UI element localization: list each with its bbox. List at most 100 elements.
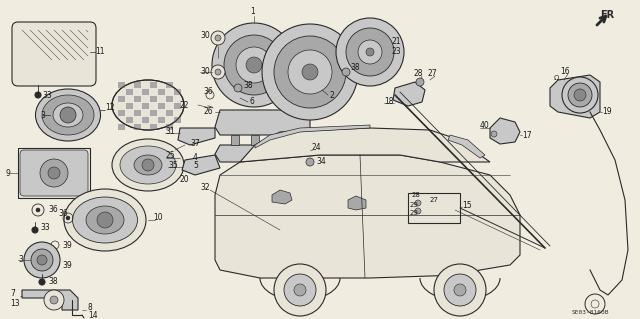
Text: 19: 19 (602, 108, 612, 116)
Text: 27: 27 (430, 197, 439, 203)
Bar (166, 124, 173, 130)
Text: 17: 17 (522, 130, 532, 139)
Text: 40: 40 (480, 122, 490, 130)
Circle shape (97, 212, 113, 228)
Ellipse shape (112, 139, 184, 191)
Circle shape (215, 69, 221, 75)
Circle shape (294, 284, 306, 296)
Text: 20: 20 (180, 175, 189, 184)
Bar (166, 96, 173, 102)
Polygon shape (348, 196, 366, 210)
Polygon shape (18, 148, 90, 198)
Text: 39: 39 (62, 241, 72, 249)
Bar (158, 117, 165, 123)
Text: 18: 18 (384, 98, 394, 107)
Circle shape (415, 208, 421, 214)
Polygon shape (182, 155, 220, 175)
Polygon shape (215, 145, 310, 162)
Text: 8: 8 (88, 303, 93, 313)
Text: 33: 33 (40, 224, 50, 233)
Text: 25: 25 (166, 151, 175, 160)
Text: 1: 1 (250, 8, 255, 17)
Circle shape (568, 83, 592, 107)
Ellipse shape (86, 206, 124, 234)
Text: 16: 16 (560, 68, 570, 77)
Text: 27: 27 (428, 70, 438, 78)
Text: 4: 4 (193, 153, 198, 162)
Bar (408, 193, 460, 223)
Text: 32: 32 (200, 183, 210, 192)
Bar (174, 117, 181, 123)
Ellipse shape (53, 103, 83, 127)
Circle shape (491, 131, 497, 137)
Bar (142, 103, 149, 109)
Circle shape (211, 31, 225, 45)
Bar (150, 82, 157, 88)
Circle shape (274, 36, 346, 108)
Text: Ω: Ω (554, 75, 559, 81)
Text: 36: 36 (203, 86, 212, 95)
Bar (291, 135, 299, 145)
Circle shape (36, 208, 40, 212)
Text: 28: 28 (412, 192, 421, 198)
Circle shape (415, 200, 421, 206)
Circle shape (39, 279, 45, 285)
Text: 15: 15 (462, 201, 472, 210)
Bar (166, 110, 173, 116)
Bar (134, 82, 141, 88)
Text: 38: 38 (350, 63, 360, 72)
Bar (126, 103, 133, 109)
Text: 14: 14 (88, 311, 98, 319)
Circle shape (44, 290, 64, 310)
Circle shape (236, 47, 272, 83)
Polygon shape (178, 128, 215, 145)
Polygon shape (215, 110, 310, 135)
Polygon shape (448, 135, 485, 158)
Circle shape (50, 296, 58, 304)
Bar (118, 82, 125, 88)
Text: 38: 38 (48, 278, 58, 286)
Circle shape (444, 274, 476, 306)
Bar (118, 96, 125, 102)
Circle shape (262, 24, 358, 120)
Circle shape (60, 107, 76, 123)
Text: 36: 36 (48, 204, 58, 213)
Circle shape (224, 35, 284, 95)
Circle shape (37, 255, 47, 265)
Text: 37: 37 (190, 138, 200, 147)
Text: 29: 29 (410, 210, 419, 216)
Circle shape (35, 92, 41, 98)
Text: 34: 34 (316, 158, 326, 167)
Ellipse shape (112, 80, 184, 130)
Text: 5: 5 (193, 161, 198, 170)
Circle shape (416, 78, 424, 86)
Polygon shape (490, 118, 520, 144)
Polygon shape (240, 128, 490, 162)
Text: 33: 33 (42, 91, 52, 100)
Text: 13: 13 (10, 299, 20, 308)
Circle shape (215, 35, 221, 41)
Circle shape (246, 57, 262, 73)
Text: 26: 26 (204, 108, 214, 116)
FancyBboxPatch shape (12, 22, 96, 86)
Text: 10: 10 (153, 213, 163, 222)
Bar (174, 89, 181, 95)
Text: 36: 36 (58, 209, 68, 218)
Circle shape (454, 284, 466, 296)
Circle shape (342, 68, 350, 76)
Text: 38: 38 (243, 80, 253, 90)
Text: 12: 12 (105, 103, 115, 113)
Circle shape (336, 18, 404, 86)
Circle shape (48, 167, 60, 179)
Circle shape (66, 216, 70, 220)
Bar (271, 135, 279, 145)
Circle shape (212, 23, 296, 107)
FancyBboxPatch shape (20, 150, 88, 196)
Text: SE03-8160B: SE03-8160B (572, 309, 609, 315)
Circle shape (574, 89, 586, 101)
Circle shape (434, 264, 486, 316)
Polygon shape (550, 75, 600, 118)
Bar (118, 110, 125, 116)
Ellipse shape (35, 89, 100, 141)
Bar (150, 124, 157, 130)
